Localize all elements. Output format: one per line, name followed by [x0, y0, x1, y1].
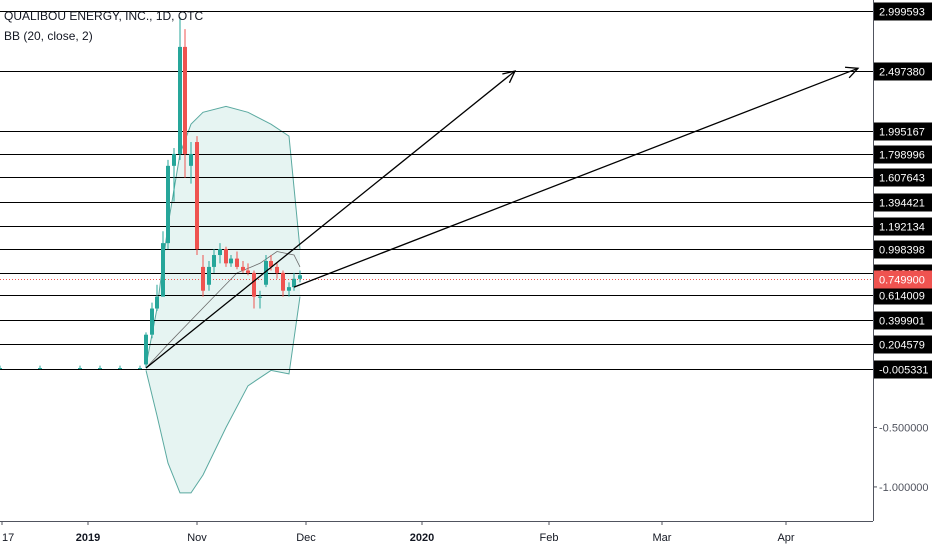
trend-arrow-head-0 — [502, 70, 517, 84]
candle-body-7 — [150, 308, 154, 335]
trend-arrow-line-1 — [293, 67, 859, 288]
y-tick-label-1: -1.000000 — [879, 482, 929, 494]
candle-body-3 — [98, 368, 102, 369]
price-level-label-6: 1.192134 — [879, 222, 925, 234]
price-level-tag-6 — [874, 217, 932, 236]
price-level-label-10: 0.399901 — [879, 316, 925, 328]
candle-body-10 — [166, 165, 170, 244]
last-price-label: 0.749900 — [879, 275, 925, 287]
candle-body-27 — [264, 260, 268, 285]
candle-body-20 — [224, 249, 228, 264]
price-level-tag-2 — [874, 122, 932, 141]
candle-body-1 — [38, 368, 42, 369]
price-level-tag-12 — [874, 360, 932, 379]
candle-body-5 — [138, 368, 142, 369]
price-level-tag-0 — [874, 2, 932, 21]
candle-body-2 — [78, 368, 82, 369]
x-tick-label-7: Apr — [777, 532, 794, 544]
x-tick-label-4: 2020 — [410, 532, 434, 544]
x-tick-label-1: 2019 — [76, 532, 100, 544]
candle-body-15 — [195, 142, 199, 250]
trend-arrow-line-0 — [145, 70, 516, 369]
price-level-label-3: 1.798996 — [879, 150, 925, 162]
price-level-tag-4 — [874, 168, 932, 187]
price-level-tag-5 — [874, 193, 932, 212]
candle-body-18 — [212, 255, 216, 267]
candle-body-9 — [161, 243, 165, 297]
price-level-tag-3 — [874, 145, 932, 164]
candle-body-13 — [183, 46, 187, 154]
candle-body-24 — [246, 270, 250, 273]
candle-body-23 — [241, 266, 245, 271]
candle-body-30 — [281, 272, 285, 291]
x-tick-label-6: Mar — [653, 532, 672, 544]
bollinger-lower — [145, 296, 301, 494]
candle-body-0 — [0, 368, 2, 369]
candle-body-29 — [275, 266, 279, 273]
x-tick-label-2: Nov — [187, 532, 207, 544]
x-tick-label-5: Feb — [540, 532, 559, 544]
candle-body-21 — [229, 258, 233, 264]
candle-body-11 — [172, 153, 176, 166]
price-level-label-4: 1.607643 — [879, 173, 925, 185]
price-level-label-0: 2.999593 — [879, 7, 925, 19]
price-level-tag-9 — [874, 286, 932, 305]
bollinger-band-fill — [146, 106, 300, 493]
price-level-label-1: 2.497380 — [879, 67, 925, 79]
candle-body-14 — [189, 153, 193, 166]
x-tick-label-3: Dec — [296, 532, 316, 544]
candle-body-25 — [252, 272, 256, 297]
indicator-label: BB (20, close, 2) — [4, 29, 93, 43]
price-level-label-9: 0.614009 — [879, 291, 925, 303]
candle-body-8 — [155, 296, 159, 309]
candle-body-32 — [292, 278, 296, 288]
price-level-tag-10 — [874, 311, 932, 330]
candle-body-16 — [201, 266, 205, 291]
candle-body-22 — [235, 258, 239, 267]
candle-body-26 — [258, 296, 262, 298]
price-level-label-5: 1.394421 — [879, 198, 925, 210]
x-tick-label-0: 17 — [2, 532, 14, 544]
price-level-label-7: 0.998398 — [879, 245, 925, 257]
last-price-tag — [874, 270, 932, 289]
price-level-tag-7 — [874, 240, 932, 259]
price-level-tag-11 — [874, 335, 932, 354]
candle-body-28 — [269, 260, 273, 267]
y-tick-label-0: -0.500000 — [879, 422, 929, 434]
candle-body-19 — [218, 249, 222, 256]
price-level-label-2: 1.995167 — [879, 127, 925, 139]
trend-arrow-head-1 — [844, 66, 860, 79]
price-level-label-12: -0.005331 — [879, 365, 929, 377]
candle-body-4 — [118, 368, 122, 369]
candle-body-33 — [298, 275, 302, 279]
chart-title: QUALIBOU ENERGY, INC., 1D, OTC — [4, 9, 204, 23]
price-level-tag-1 — [874, 62, 932, 81]
candle-body-12 — [178, 46, 182, 154]
candle-body-6 — [144, 334, 148, 365]
candle-body-31 — [287, 287, 291, 291]
candle-body-17 — [207, 266, 211, 285]
price-level-label-11: 0.204579 — [879, 340, 925, 352]
